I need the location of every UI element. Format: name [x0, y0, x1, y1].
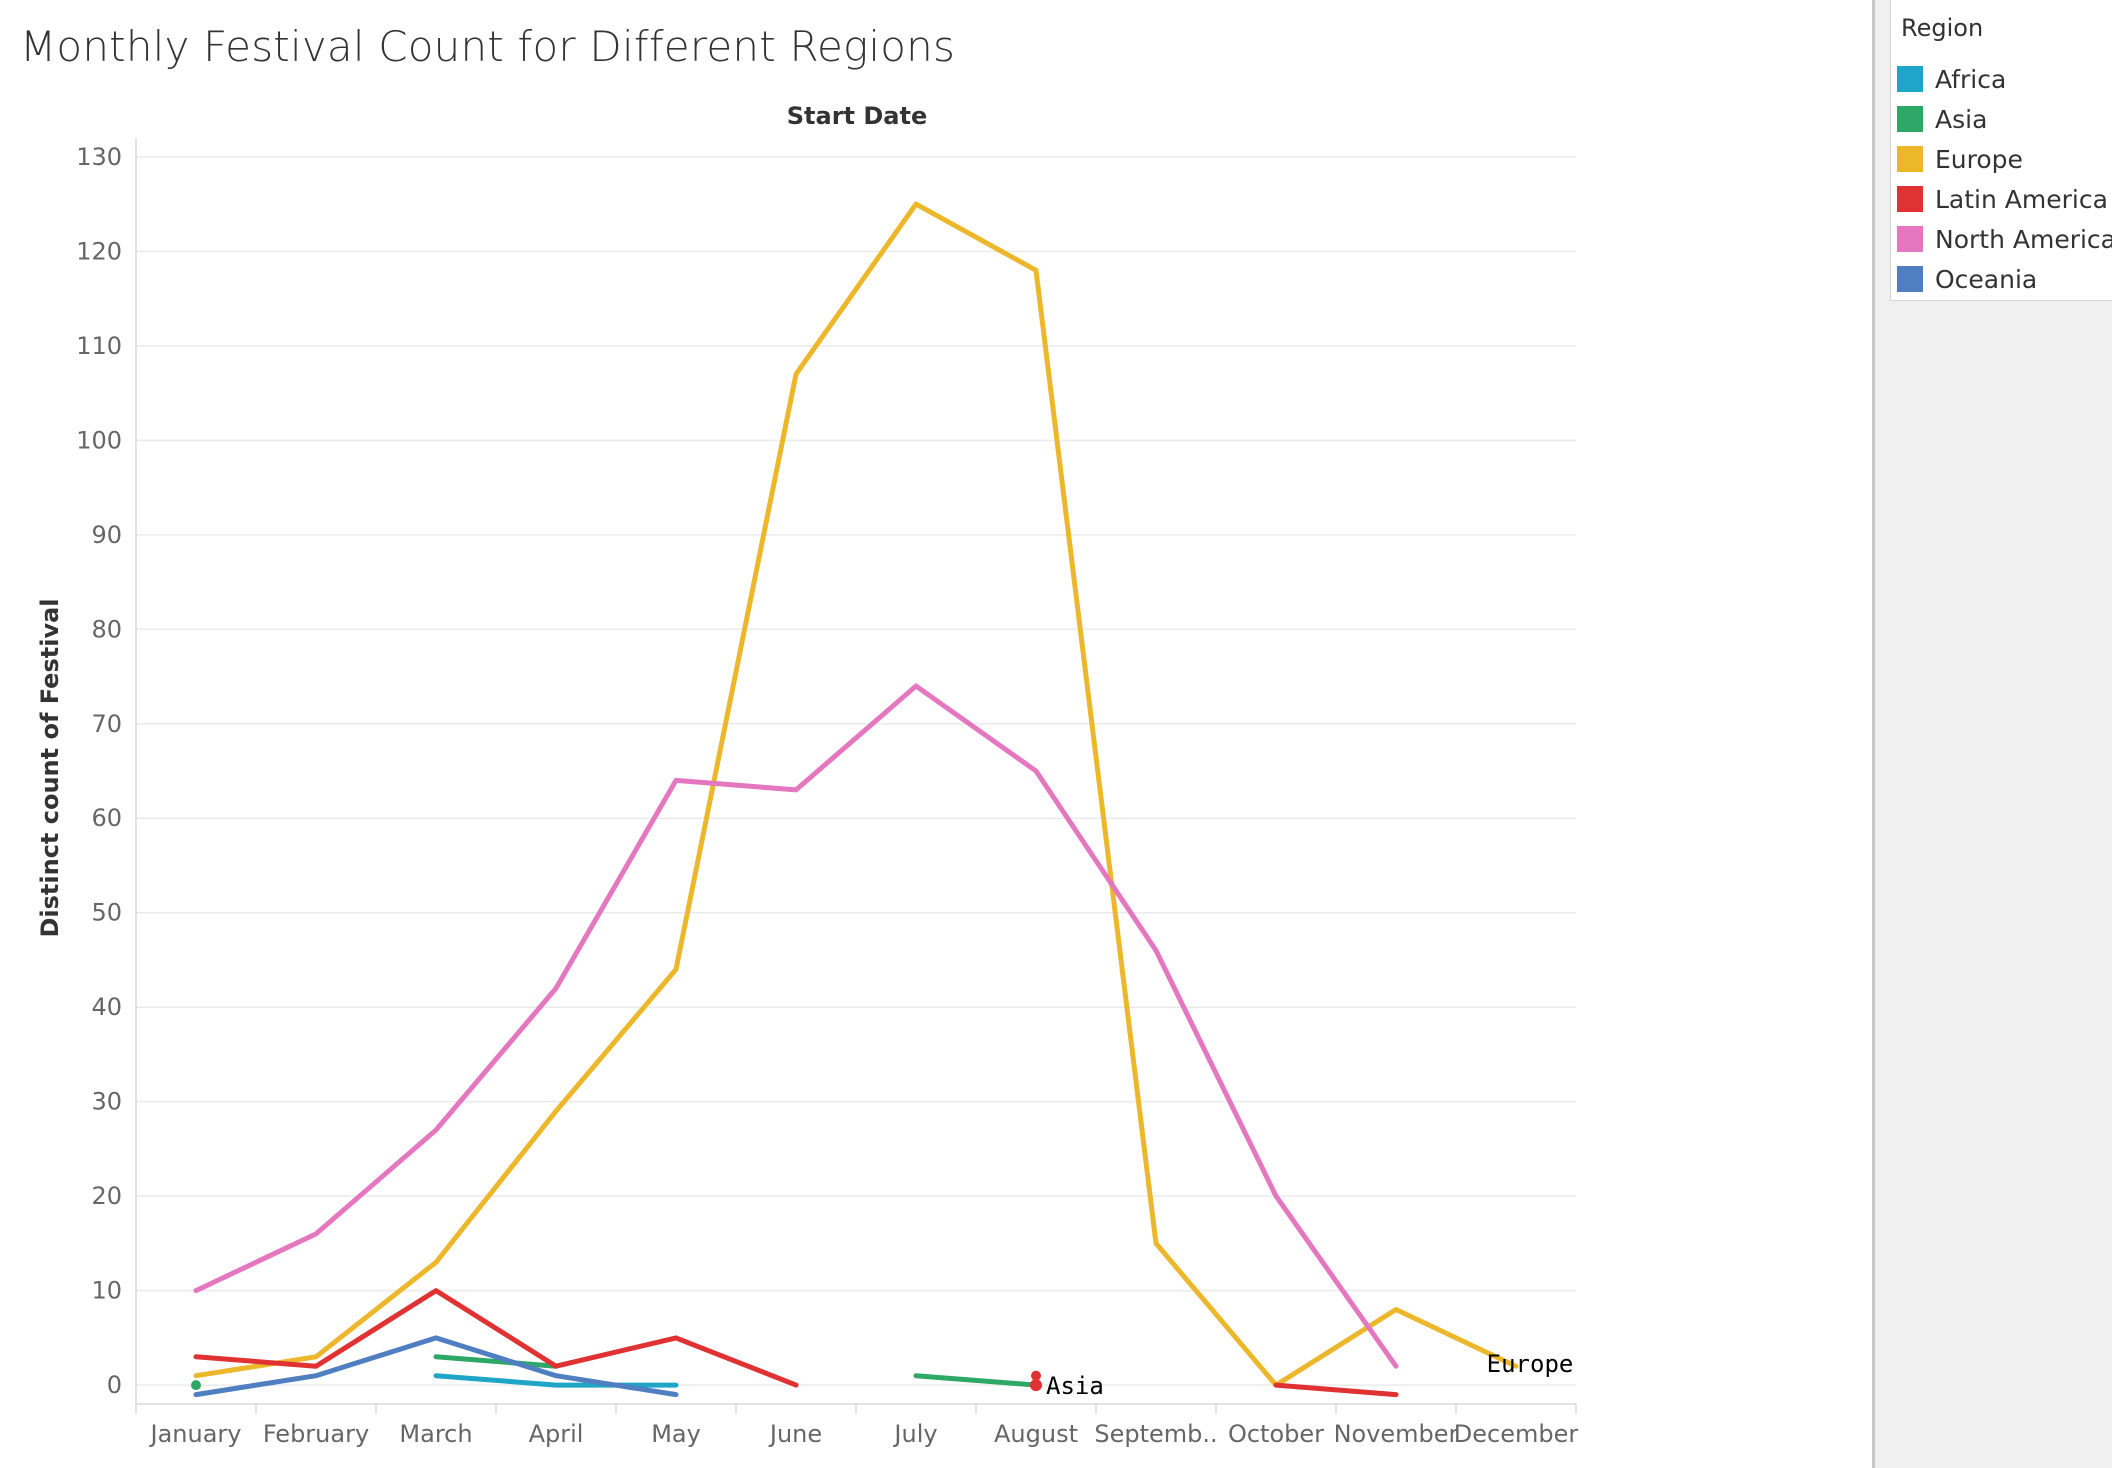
x-tick-label: April — [529, 1420, 584, 1448]
chart-title: Monthly Festival Count for Different Reg… — [20, 22, 956, 71]
y-tick-label: 120 — [76, 237, 122, 265]
series-line-africa — [433, 1373, 679, 1388]
legend-item-oceania[interactable]: Oceania — [1897, 262, 2037, 296]
series-line-latin-america — [1273, 1382, 1399, 1398]
x-tick-label: January — [149, 1420, 242, 1448]
legend-label: Europe — [1935, 144, 2023, 174]
legend-title: Region — [1901, 14, 1984, 42]
legend-item-europe[interactable]: Europe — [1897, 142, 2023, 176]
legend-item-north-america[interactable]: North America — [1897, 222, 2112, 256]
top-axis-label: Start Date — [787, 102, 927, 130]
annotation-label: Asia — [1046, 1372, 1104, 1400]
y-tick-label: 50 — [91, 899, 122, 927]
y-tick-label: 70 — [91, 710, 122, 738]
axes: 0 10 20 30 40 50 60 70 80 90 100 110 120 130 January Fe… — [76, 138, 1578, 1448]
x-tick-label: October — [1228, 1420, 1324, 1448]
legend-swatch — [1897, 266, 1923, 292]
series-point-asia — [191, 1380, 201, 1391]
panel-divider[interactable] — [1872, 0, 1875, 1468]
legend-item-asia[interactable]: Asia — [1897, 102, 1987, 136]
series-line-asia — [433, 1354, 559, 1369]
legend-item-africa[interactable]: Africa — [1897, 62, 2006, 96]
x-tick-label: February — [263, 1420, 369, 1448]
series-point-latin-america — [1031, 1370, 1041, 1381]
x-tick-label: November — [1334, 1420, 1459, 1448]
gridlines — [136, 156, 1576, 1386]
y-tick-label: 110 — [76, 332, 122, 360]
x-tick-label: December — [1454, 1420, 1579, 1448]
series-line-asia — [913, 1373, 1039, 1388]
y-tick-label: 10 — [91, 1277, 122, 1305]
y-tick-label: 60 — [91, 804, 122, 832]
y-tick-label: 90 — [91, 521, 122, 549]
x-tick-label: August — [994, 1420, 1078, 1448]
legend-swatch — [1897, 66, 1923, 92]
x-tick-label: March — [399, 1420, 472, 1448]
y-tick-label: 80 — [91, 615, 122, 643]
x-tick-label: June — [768, 1420, 822, 1448]
x-tick-label: May — [651, 1420, 701, 1448]
legend-swatch — [1897, 186, 1923, 212]
legend-label: Asia — [1935, 104, 1988, 134]
y-tick-label: 130 — [76, 143, 122, 171]
legend: Region Africa Asia Europe Latin America … — [1890, 0, 2112, 301]
series-line-north-america — [193, 683, 1399, 1369]
y-tick-label: 40 — [91, 993, 122, 1021]
series-lines — [191, 201, 1519, 1398]
legend-label: Africa — [1935, 64, 2007, 94]
annotation-label: Europe — [1487, 1350, 1574, 1378]
y-tick-label: 100 — [76, 426, 122, 454]
legend-label: North America — [1935, 224, 2112, 254]
series-line-latin-america — [193, 1288, 799, 1388]
y-axis-label: Distinct count of Festival — [36, 598, 64, 937]
series-line-oceania — [193, 1335, 679, 1398]
legend-label: Latin America — [1935, 184, 2108, 214]
legend-item-latin-america[interactable]: Latin America — [1897, 182, 2108, 216]
y-tick-label: 20 — [91, 1182, 122, 1210]
legend-swatch — [1897, 146, 1923, 172]
legend-swatch — [1897, 106, 1923, 132]
x-tick-label: July — [892, 1420, 937, 1448]
legend-swatch — [1897, 226, 1923, 252]
series-line-europe — [193, 201, 1519, 1388]
legend-label: Oceania — [1935, 264, 2038, 294]
y-tick-label: 0 — [107, 1371, 122, 1399]
annotations: Asia Europe — [1030, 1350, 1573, 1400]
line-chart: Start Date Distinct count of Festival 0 1… — [36, 102, 1578, 1448]
annotation-marker — [1030, 1379, 1042, 1392]
x-tick-label: Septemb.. — [1094, 1420, 1217, 1448]
y-tick-label: 30 — [91, 1088, 122, 1116]
